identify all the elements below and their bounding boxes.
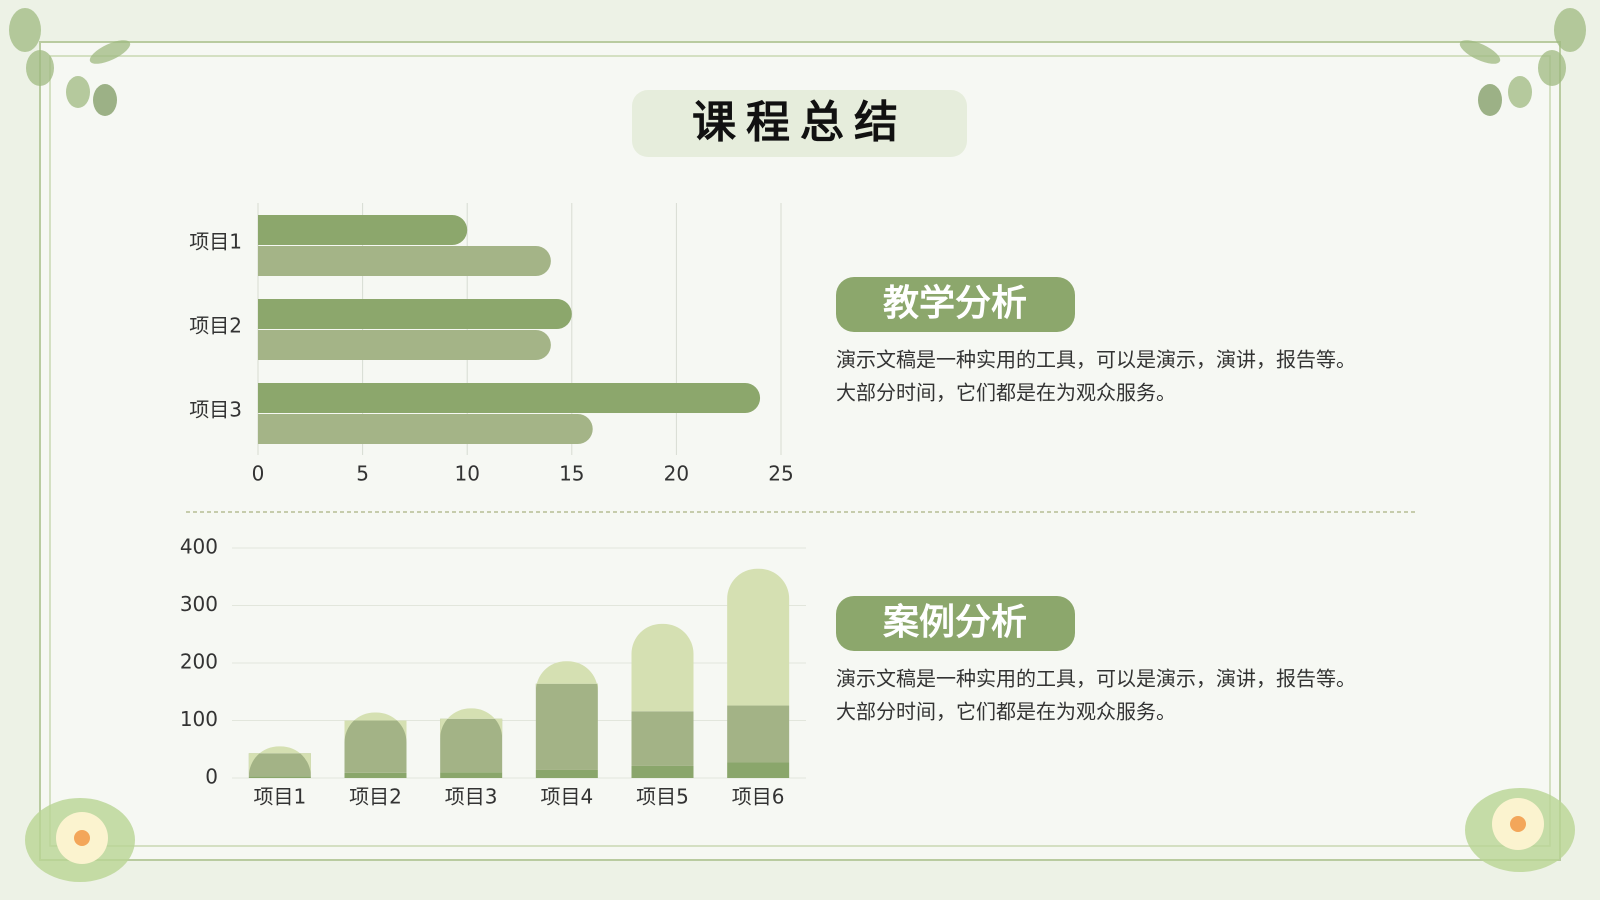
inner-frame <box>49 55 1551 847</box>
y-tick-label: 200 <box>180 650 218 674</box>
x-tick-label: 25 <box>768 462 793 486</box>
bar <box>258 299 572 329</box>
bar-segment <box>440 772 503 778</box>
y-tick-label: 项目2 <box>189 314 242 338</box>
section-pill <box>836 596 1075 651</box>
bar-segment <box>248 753 311 777</box>
slide-title: 课程总结 <box>692 97 908 148</box>
bar-segment <box>344 720 407 773</box>
x-tick-label: 0 <box>252 462 265 486</box>
section-heading: 教学分析 <box>883 282 1027 324</box>
bar <box>258 414 593 444</box>
section-text: 大部分时间，它们都是在为观众服务。 <box>836 381 1176 405</box>
flower-decoration <box>25 788 1575 882</box>
bar-segment <box>440 718 503 773</box>
section-heading: 案例分析 <box>883 602 1027 643</box>
bar <box>258 246 551 276</box>
section-text: 大部分时间，它们都是在为观众服务。 <box>836 700 1176 724</box>
title-box <box>632 90 967 157</box>
x-tick-label: 10 <box>454 462 479 486</box>
x-tick-label: 20 <box>664 462 689 486</box>
bar-segment <box>631 711 694 766</box>
section-pill <box>836 277 1075 332</box>
bar-segment <box>344 712 407 743</box>
x-tick-label: 5 <box>356 462 369 486</box>
x-tick-label: 项目6 <box>732 785 785 809</box>
frame <box>39 41 1561 861</box>
y-tick-label: 0 <box>205 765 218 789</box>
x-tick-label: 项目2 <box>349 785 402 809</box>
x-tick-label: 15 <box>559 462 584 486</box>
section-text: 演示文稿是一种实用的工具，可以是演示，演讲，报告等。 <box>836 667 1356 691</box>
bar <box>258 383 761 413</box>
section-text: 演示文稿是一种实用的工具，可以是演示，演讲，报告等。 <box>836 348 1356 372</box>
x-tick-label: 项目1 <box>253 785 306 809</box>
bar-segment <box>727 762 790 778</box>
bar-segment <box>631 765 694 778</box>
x-tick-label: 项目5 <box>636 785 689 809</box>
bar-segment <box>631 623 694 712</box>
bar <box>258 330 551 360</box>
bar-segment <box>248 776 311 778</box>
bar-segment <box>440 708 503 739</box>
y-tick-label: 300 <box>180 592 218 616</box>
bar-segment <box>248 746 311 777</box>
bar-segment <box>535 769 598 778</box>
bar <box>258 215 468 245</box>
y-tick-label: 项目1 <box>189 230 242 254</box>
bar-segment <box>727 568 790 706</box>
x-tick-label: 项目3 <box>445 785 498 809</box>
bar-segment <box>535 661 598 692</box>
y-tick-label: 项目3 <box>189 398 242 422</box>
bar-segment <box>344 772 407 778</box>
bar-segment <box>535 683 598 770</box>
y-tick-label: 400 <box>180 535 218 559</box>
bar-segment <box>727 705 790 763</box>
y-tick-label: 100 <box>180 707 218 731</box>
leaf-decoration <box>9 8 1586 116</box>
x-tick-label: 项目4 <box>540 785 593 809</box>
